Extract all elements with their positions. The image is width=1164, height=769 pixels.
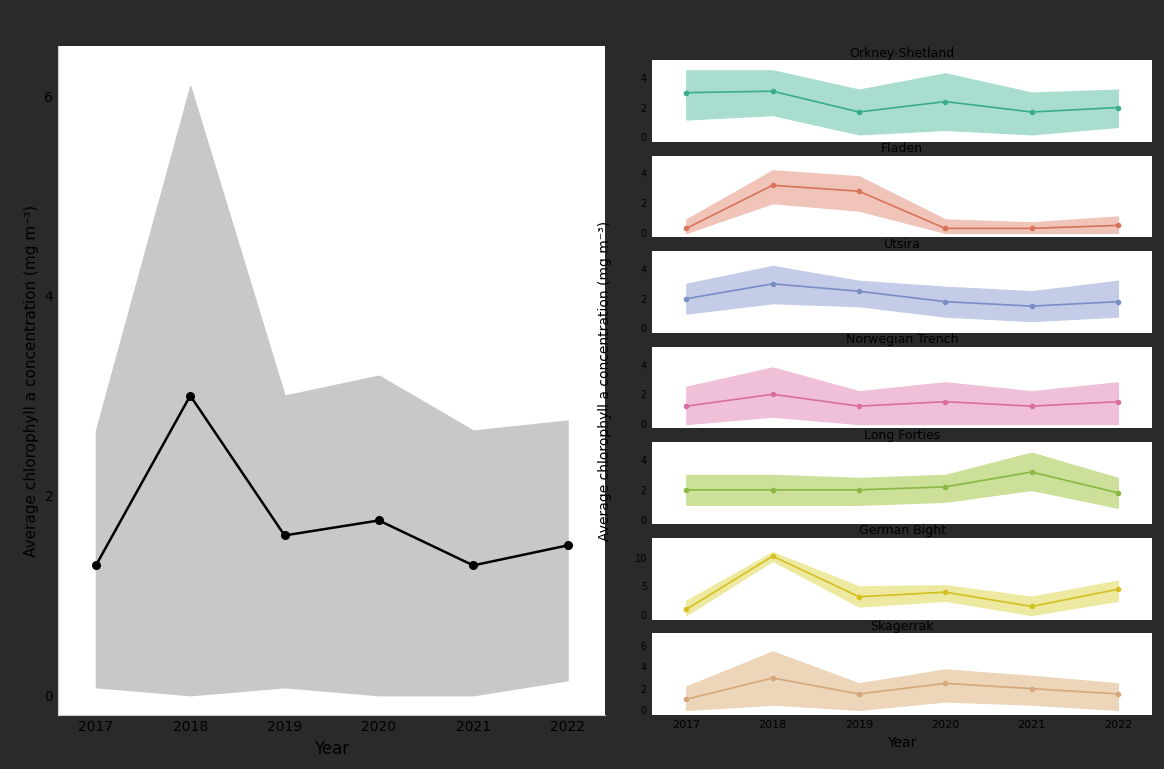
Text: Utsira: Utsira — [883, 238, 921, 251]
Text: German Bight: German Bight — [859, 524, 945, 538]
Text: Long Forties: Long Forties — [864, 429, 941, 442]
Text: Average chlorophyll a concentration (mg m⁻³): Average chlorophyll a concentration (mg … — [598, 221, 612, 541]
X-axis label: Year: Year — [887, 736, 917, 750]
Text: Skagerrak: Skagerrak — [871, 620, 934, 633]
Text: Norwegian Trench: Norwegian Trench — [846, 333, 958, 346]
Text: Fladen: Fladen — [881, 142, 923, 155]
Text: Orkney-Shetland: Orkney-Shetland — [850, 47, 954, 59]
Y-axis label: Average chlorophyll a concentration (mg m⁻³): Average chlorophyll a concentration (mg … — [24, 205, 38, 557]
X-axis label: Year: Year — [314, 740, 349, 757]
